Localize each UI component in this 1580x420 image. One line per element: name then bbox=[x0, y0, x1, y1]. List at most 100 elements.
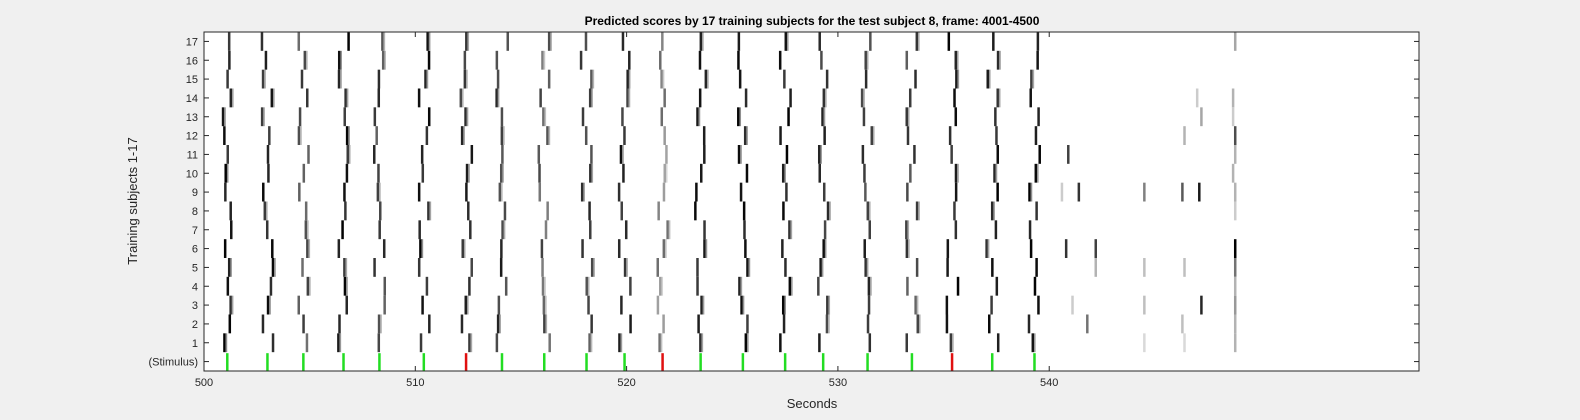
score-mark bbox=[662, 69, 665, 89]
score-mark bbox=[587, 295, 590, 315]
score-mark bbox=[377, 333, 381, 353]
score-mark bbox=[1143, 295, 1146, 315]
score-mark bbox=[274, 258, 276, 277]
score-mark bbox=[465, 182, 468, 202]
stimulus-mark bbox=[910, 353, 914, 371]
score-mark bbox=[743, 220, 746, 240]
score-mark bbox=[864, 258, 867, 277]
score-mark bbox=[466, 69, 468, 89]
score-mark bbox=[622, 145, 624, 164]
score-mark bbox=[581, 239, 584, 258]
score-mark bbox=[426, 32, 429, 51]
score-mark bbox=[862, 107, 866, 127]
score-mark bbox=[1028, 220, 1032, 240]
score-mark bbox=[226, 69, 229, 89]
score-mark bbox=[1233, 276, 1237, 296]
score-mark bbox=[788, 220, 791, 240]
score-mark bbox=[870, 276, 872, 296]
score-mark bbox=[579, 50, 583, 70]
x-tick-label: 520 bbox=[617, 377, 635, 389]
score-mark bbox=[345, 258, 348, 277]
score-mark bbox=[869, 201, 871, 221]
score-mark bbox=[1037, 107, 1040, 127]
score-mark bbox=[344, 201, 347, 221]
score-mark bbox=[465, 163, 469, 183]
score-mark bbox=[306, 276, 310, 296]
score-mark bbox=[269, 295, 271, 315]
score-mark bbox=[778, 50, 782, 70]
score-mark bbox=[740, 145, 742, 164]
score-mark bbox=[703, 239, 706, 258]
score-mark bbox=[227, 32, 231, 51]
score-mark bbox=[496, 69, 500, 89]
score-mark bbox=[589, 163, 592, 183]
score-mark bbox=[621, 107, 624, 127]
score-mark bbox=[866, 50, 869, 70]
plot-frame bbox=[203, 31, 1420, 372]
score-mark bbox=[659, 276, 662, 296]
score-mark bbox=[465, 32, 468, 51]
score-mark bbox=[738, 276, 741, 296]
score-mark bbox=[698, 88, 702, 108]
score-mark bbox=[221, 107, 225, 127]
score-mark bbox=[301, 258, 304, 277]
score-mark bbox=[266, 145, 270, 164]
score-mark bbox=[1037, 163, 1039, 183]
score-mark bbox=[823, 126, 826, 145]
score-mark bbox=[788, 276, 792, 296]
score-mark bbox=[825, 69, 829, 89]
score-mark bbox=[383, 32, 386, 51]
score-mark bbox=[823, 107, 826, 127]
score-mark bbox=[703, 145, 706, 164]
score-mark bbox=[698, 50, 702, 70]
score-mark bbox=[987, 239, 990, 258]
score-mark bbox=[590, 145, 593, 164]
score-mark bbox=[1233, 145, 1237, 164]
score-mark bbox=[990, 201, 994, 221]
score-mark bbox=[273, 88, 275, 108]
score-mark bbox=[695, 182, 698, 202]
score-mark bbox=[628, 69, 631, 89]
score-mark bbox=[954, 107, 958, 127]
stimulus-mark bbox=[585, 353, 588, 371]
score-mark bbox=[271, 258, 275, 277]
score-mark bbox=[905, 50, 909, 70]
score-mark bbox=[787, 107, 790, 127]
y-tick-label: 7 bbox=[192, 225, 198, 237]
score-mark bbox=[306, 239, 309, 258]
stimulus-mark bbox=[342, 353, 345, 371]
score-mark bbox=[825, 314, 829, 334]
stimulus-mark bbox=[950, 353, 954, 371]
score-mark bbox=[1143, 258, 1146, 277]
score-mark bbox=[864, 50, 867, 70]
score-mark bbox=[469, 220, 472, 240]
score-mark bbox=[542, 295, 546, 315]
score-mark bbox=[545, 314, 548, 334]
score-mark bbox=[863, 88, 865, 108]
score-mark bbox=[919, 314, 921, 334]
score-mark bbox=[623, 258, 627, 277]
score-mark bbox=[1031, 333, 1035, 353]
score-mark bbox=[822, 88, 826, 108]
score-mark bbox=[1037, 295, 1040, 315]
score-mark bbox=[228, 314, 232, 334]
score-mark bbox=[340, 69, 342, 89]
score-mark bbox=[373, 145, 376, 164]
score-mark bbox=[914, 295, 917, 315]
score-mark bbox=[994, 107, 997, 127]
score-mark bbox=[460, 126, 464, 145]
score-mark bbox=[817, 145, 821, 164]
score-mark bbox=[656, 258, 659, 277]
score-mark bbox=[697, 314, 700, 334]
score-mark bbox=[817, 276, 820, 296]
score-mark bbox=[1233, 126, 1237, 145]
score-mark bbox=[1034, 163, 1038, 183]
score-mark bbox=[495, 50, 499, 70]
score-mark bbox=[993, 163, 996, 183]
score-mark bbox=[343, 107, 346, 127]
score-mark bbox=[421, 163, 425, 183]
score-mark bbox=[584, 126, 588, 145]
score-mark bbox=[231, 295, 234, 315]
score-mark bbox=[659, 50, 662, 70]
